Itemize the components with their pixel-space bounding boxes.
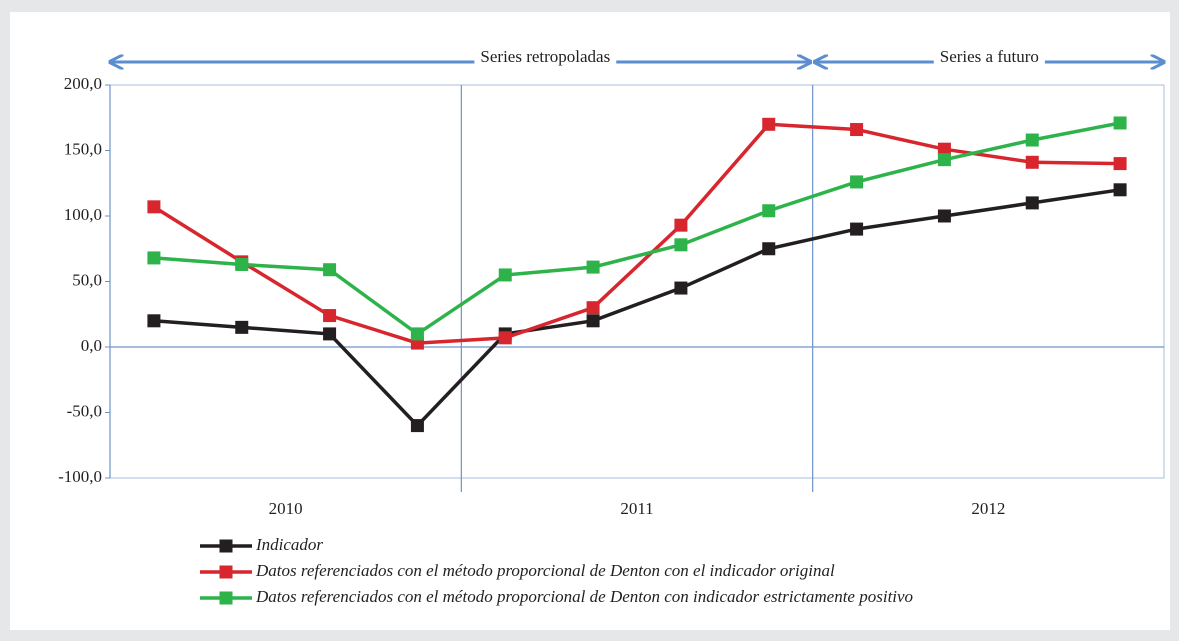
y-tick-label: 150,0 <box>64 139 102 158</box>
y-tick-label: 0,0 <box>81 336 102 355</box>
x-group-label: 2012 <box>971 499 1005 518</box>
legend-label: Datos referenciados con el método propor… <box>255 587 913 606</box>
annotation: Series a futuro <box>940 47 1039 66</box>
legend-label: Indicador <box>255 535 323 554</box>
annotation: Series retropoladas <box>480 47 610 66</box>
marker <box>586 260 600 274</box>
marker <box>323 327 337 341</box>
marker <box>235 320 249 334</box>
legend-marker <box>219 539 233 553</box>
marker <box>323 309 337 323</box>
marker <box>235 257 249 271</box>
y-tick-label: -100,0 <box>58 467 102 486</box>
marker <box>762 242 776 256</box>
legend-marker <box>219 565 233 579</box>
marker <box>937 142 951 156</box>
legend-marker <box>219 591 233 605</box>
marker <box>586 314 600 328</box>
marker <box>937 209 951 223</box>
marker <box>674 238 688 252</box>
marker <box>674 281 688 295</box>
y-tick-label: 200,0 <box>64 74 102 93</box>
marker <box>147 200 161 214</box>
marker <box>1025 196 1039 210</box>
series-line <box>152 122 1121 345</box>
marker <box>850 175 864 189</box>
marker <box>762 117 776 131</box>
marker <box>1025 155 1039 169</box>
marker <box>147 251 161 265</box>
marker <box>1113 116 1127 130</box>
marker <box>850 222 864 236</box>
y-tick-label: 100,0 <box>64 205 102 224</box>
marker <box>147 314 161 328</box>
marker <box>498 331 512 345</box>
x-group-label: 2010 <box>269 499 303 518</box>
marker <box>937 153 951 167</box>
marker <box>1113 183 1127 197</box>
marker <box>674 218 688 232</box>
y-tick-label: 50,0 <box>72 270 102 289</box>
y-tick-label: -50,0 <box>67 401 102 420</box>
marker <box>410 327 424 341</box>
legend-label: Datos referenciados con el método propor… <box>255 561 835 580</box>
marker <box>410 419 424 433</box>
marker <box>762 204 776 218</box>
marker <box>1025 133 1039 147</box>
marker <box>586 301 600 315</box>
marker <box>498 268 512 282</box>
series-line <box>153 188 1121 429</box>
marker <box>850 123 864 137</box>
marker <box>1113 157 1127 171</box>
marker <box>323 263 337 277</box>
x-group-label: 2011 <box>620 499 653 518</box>
series-line <box>153 121 1121 337</box>
